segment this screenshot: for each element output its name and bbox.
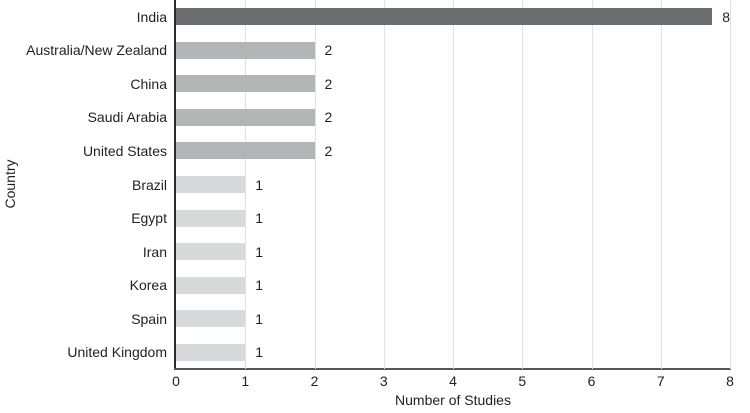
bar	[176, 8, 713, 26]
gridline	[383, 0, 385, 369]
category-label: Korea	[129, 277, 167, 294]
bar-value-label: 1	[255, 243, 264, 260]
category-label: Spain	[131, 310, 167, 327]
x-tick-label: 5	[518, 373, 527, 389]
bar	[176, 276, 246, 294]
bar-row: 1	[176, 302, 730, 336]
gridline	[591, 0, 593, 369]
bar-row: 2	[176, 67, 730, 101]
x-axis-tick-labels: 0 1 2 3 4 5 6 7 8	[172, 373, 734, 389]
category-label: India	[136, 8, 167, 25]
category-label: United States	[82, 142, 167, 159]
x-tick-label: 4	[449, 373, 457, 389]
x-tick-label: 1	[241, 373, 250, 389]
x-axis-line	[174, 368, 731, 370]
bar-row: 2	[176, 34, 730, 68]
bar	[176, 209, 246, 227]
bar-value-label: 1	[255, 210, 264, 227]
category-label: Australia/New Zealand	[26, 42, 167, 59]
bar-value-label: 2	[324, 42, 333, 59]
x-tick-label: 0	[172, 373, 180, 389]
category-label: Saudi Arabia	[87, 109, 167, 126]
bar-value-label: 1	[255, 310, 264, 327]
category-labels-column: India Australia/New Zealand China Saudi Ara…	[0, 0, 167, 369]
x-tick-label: 8	[726, 373, 734, 389]
bar	[176, 176, 246, 193]
bar	[176, 75, 315, 93]
bar-row: 1	[176, 335, 730, 369]
bar-rows-group: 8 2 2 2 2 1 1 1 1 1 1	[176, 0, 730, 369]
bar	[176, 41, 315, 59]
bar-value-label: 1	[255, 277, 264, 294]
bar	[176, 108, 315, 126]
bar-row: 2	[176, 101, 730, 135]
category-label: United Kingdom	[67, 344, 167, 361]
bar-row: 1	[176, 235, 730, 269]
bar-row: 1	[176, 201, 730, 235]
bar-value-label: 1	[255, 344, 264, 361]
bar-value-label: 2	[324, 75, 333, 92]
gridline	[522, 0, 524, 369]
gridline	[730, 0, 731, 369]
plot-area: 8 2 2 2 2 1 1 1 1 1 1	[176, 0, 731, 369]
x-axis-title: Number of Studies	[395, 392, 511, 408]
y-axis-line	[174, 0, 176, 369]
gridline	[453, 0, 454, 369]
x-tick-label: 7	[656, 373, 665, 389]
gridline	[245, 0, 247, 369]
gridline	[660, 0, 662, 369]
category-label: Iran	[142, 243, 167, 260]
category-label: China	[130, 75, 167, 92]
x-tick-label: 6	[587, 373, 596, 389]
bar-row: 1	[176, 268, 730, 302]
x-tick-label: 2	[310, 373, 319, 389]
x-tick-label: 3	[379, 373, 388, 389]
bar-row: 1	[176, 168, 730, 202]
category-label: Brazil	[131, 176, 167, 193]
bar-row: 8	[176, 0, 730, 34]
bar-value-label: 8	[722, 8, 730, 25]
bar-value-label: 2	[324, 109, 333, 126]
bar-value-label: 2	[324, 142, 333, 159]
category-label: Egypt	[131, 210, 167, 227]
bar-row: 2	[176, 134, 730, 168]
bar	[176, 243, 246, 261]
bar-value-label: 1	[255, 176, 264, 193]
gridline	[314, 0, 316, 369]
bar	[176, 142, 315, 160]
bar	[176, 310, 246, 328]
bar	[176, 343, 246, 361]
